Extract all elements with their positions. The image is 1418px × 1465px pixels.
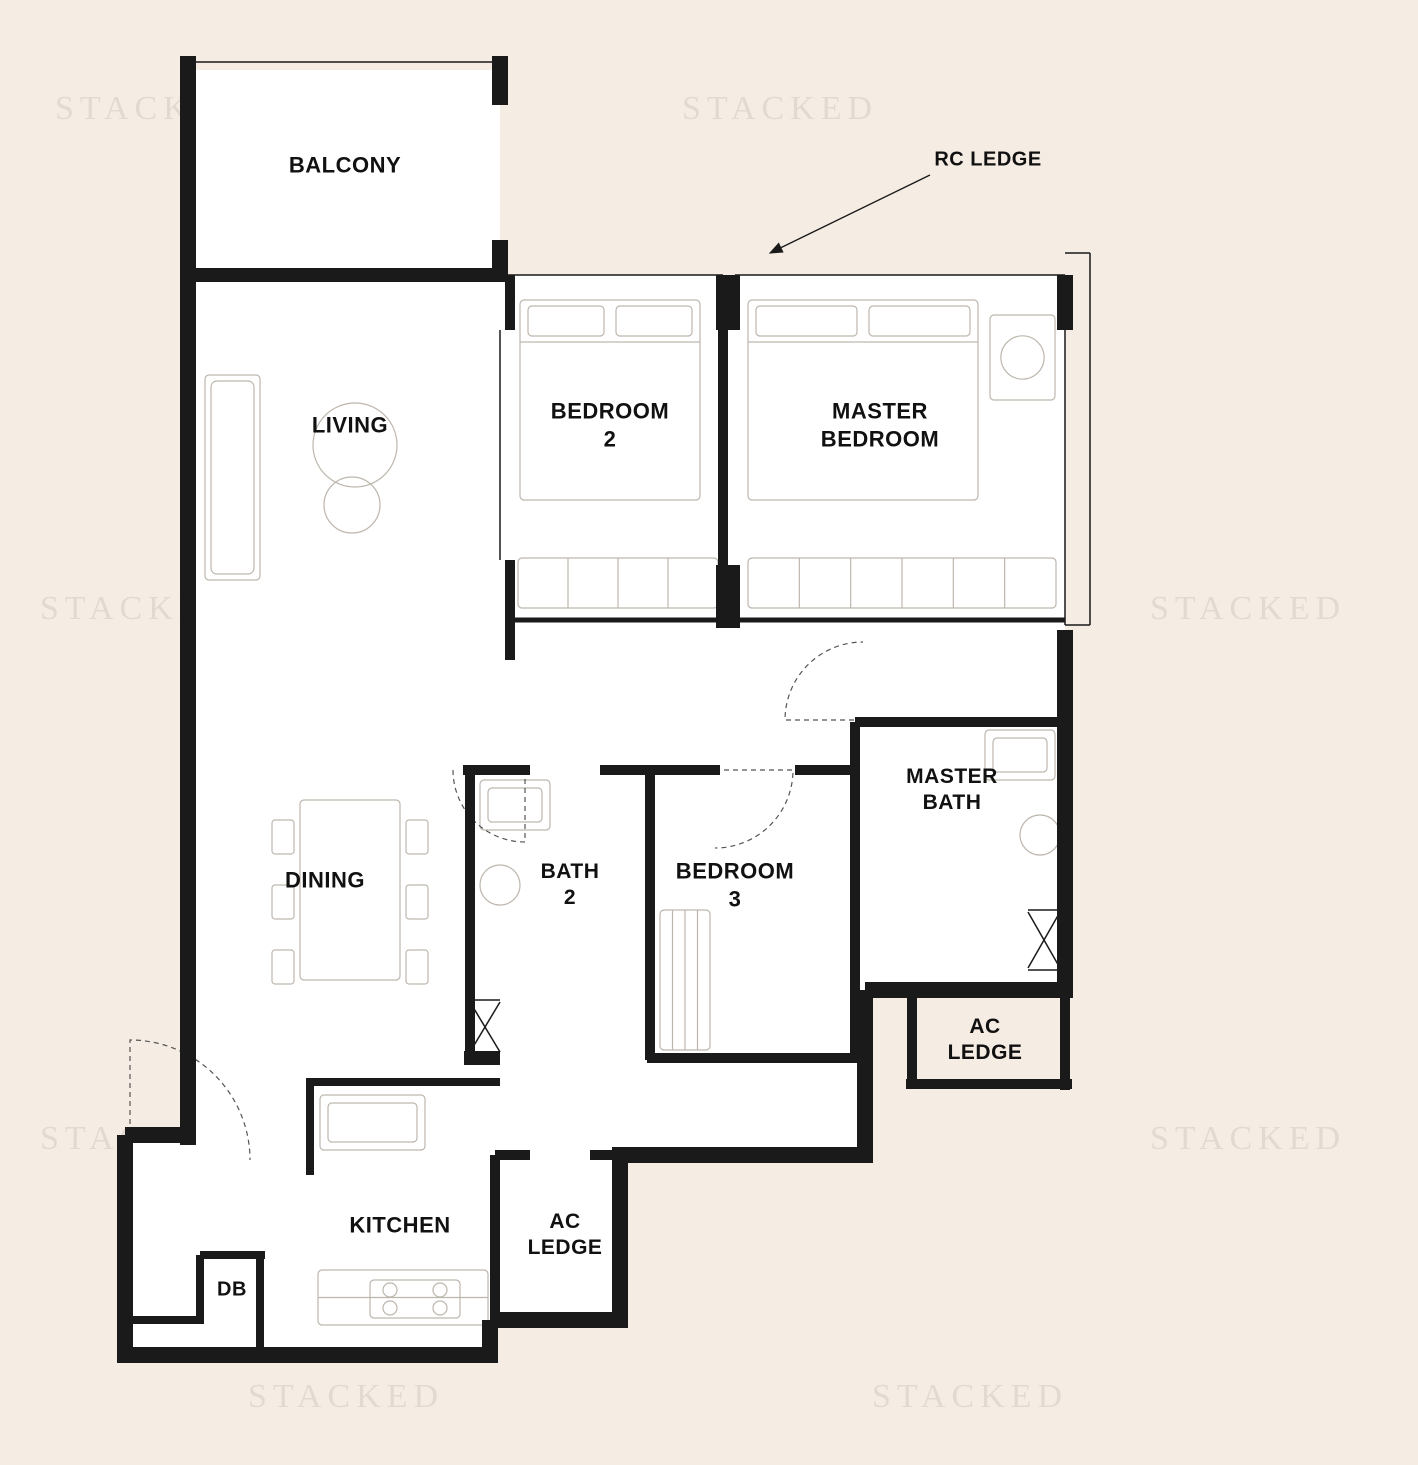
label-bath2: BATH 2 (541, 859, 600, 912)
label-balcony: BALCONY (289, 151, 401, 179)
label-ac-ledge-mid: AC LEDGE (528, 1209, 603, 1262)
label-rc-ledge: RC LEDGE (934, 148, 1041, 173)
floorplan-canvas: STACKEDSTACKEDSTACKEDSTACKEDSTACKEDSTACK… (0, 0, 1418, 1465)
label-kitchen: KITCHEN (349, 1211, 450, 1239)
label-bedroom2: BEDROOM 2 (551, 398, 669, 453)
label-living: LIVING (312, 411, 388, 439)
floorplan-svg (0, 0, 1418, 1465)
label-db: DB (217, 1278, 247, 1303)
label-master-bedroom: MASTER BEDROOM (821, 398, 939, 453)
label-dining: DINING (285, 866, 365, 894)
label-ac-ledge-right: AC LEDGE (948, 1014, 1023, 1067)
label-master-bath: MASTER BATH (906, 764, 998, 817)
label-bedroom3: BEDROOM 3 (676, 858, 794, 913)
rc-ledge-pointer (770, 175, 930, 253)
interior-fill (125, 70, 1065, 1355)
